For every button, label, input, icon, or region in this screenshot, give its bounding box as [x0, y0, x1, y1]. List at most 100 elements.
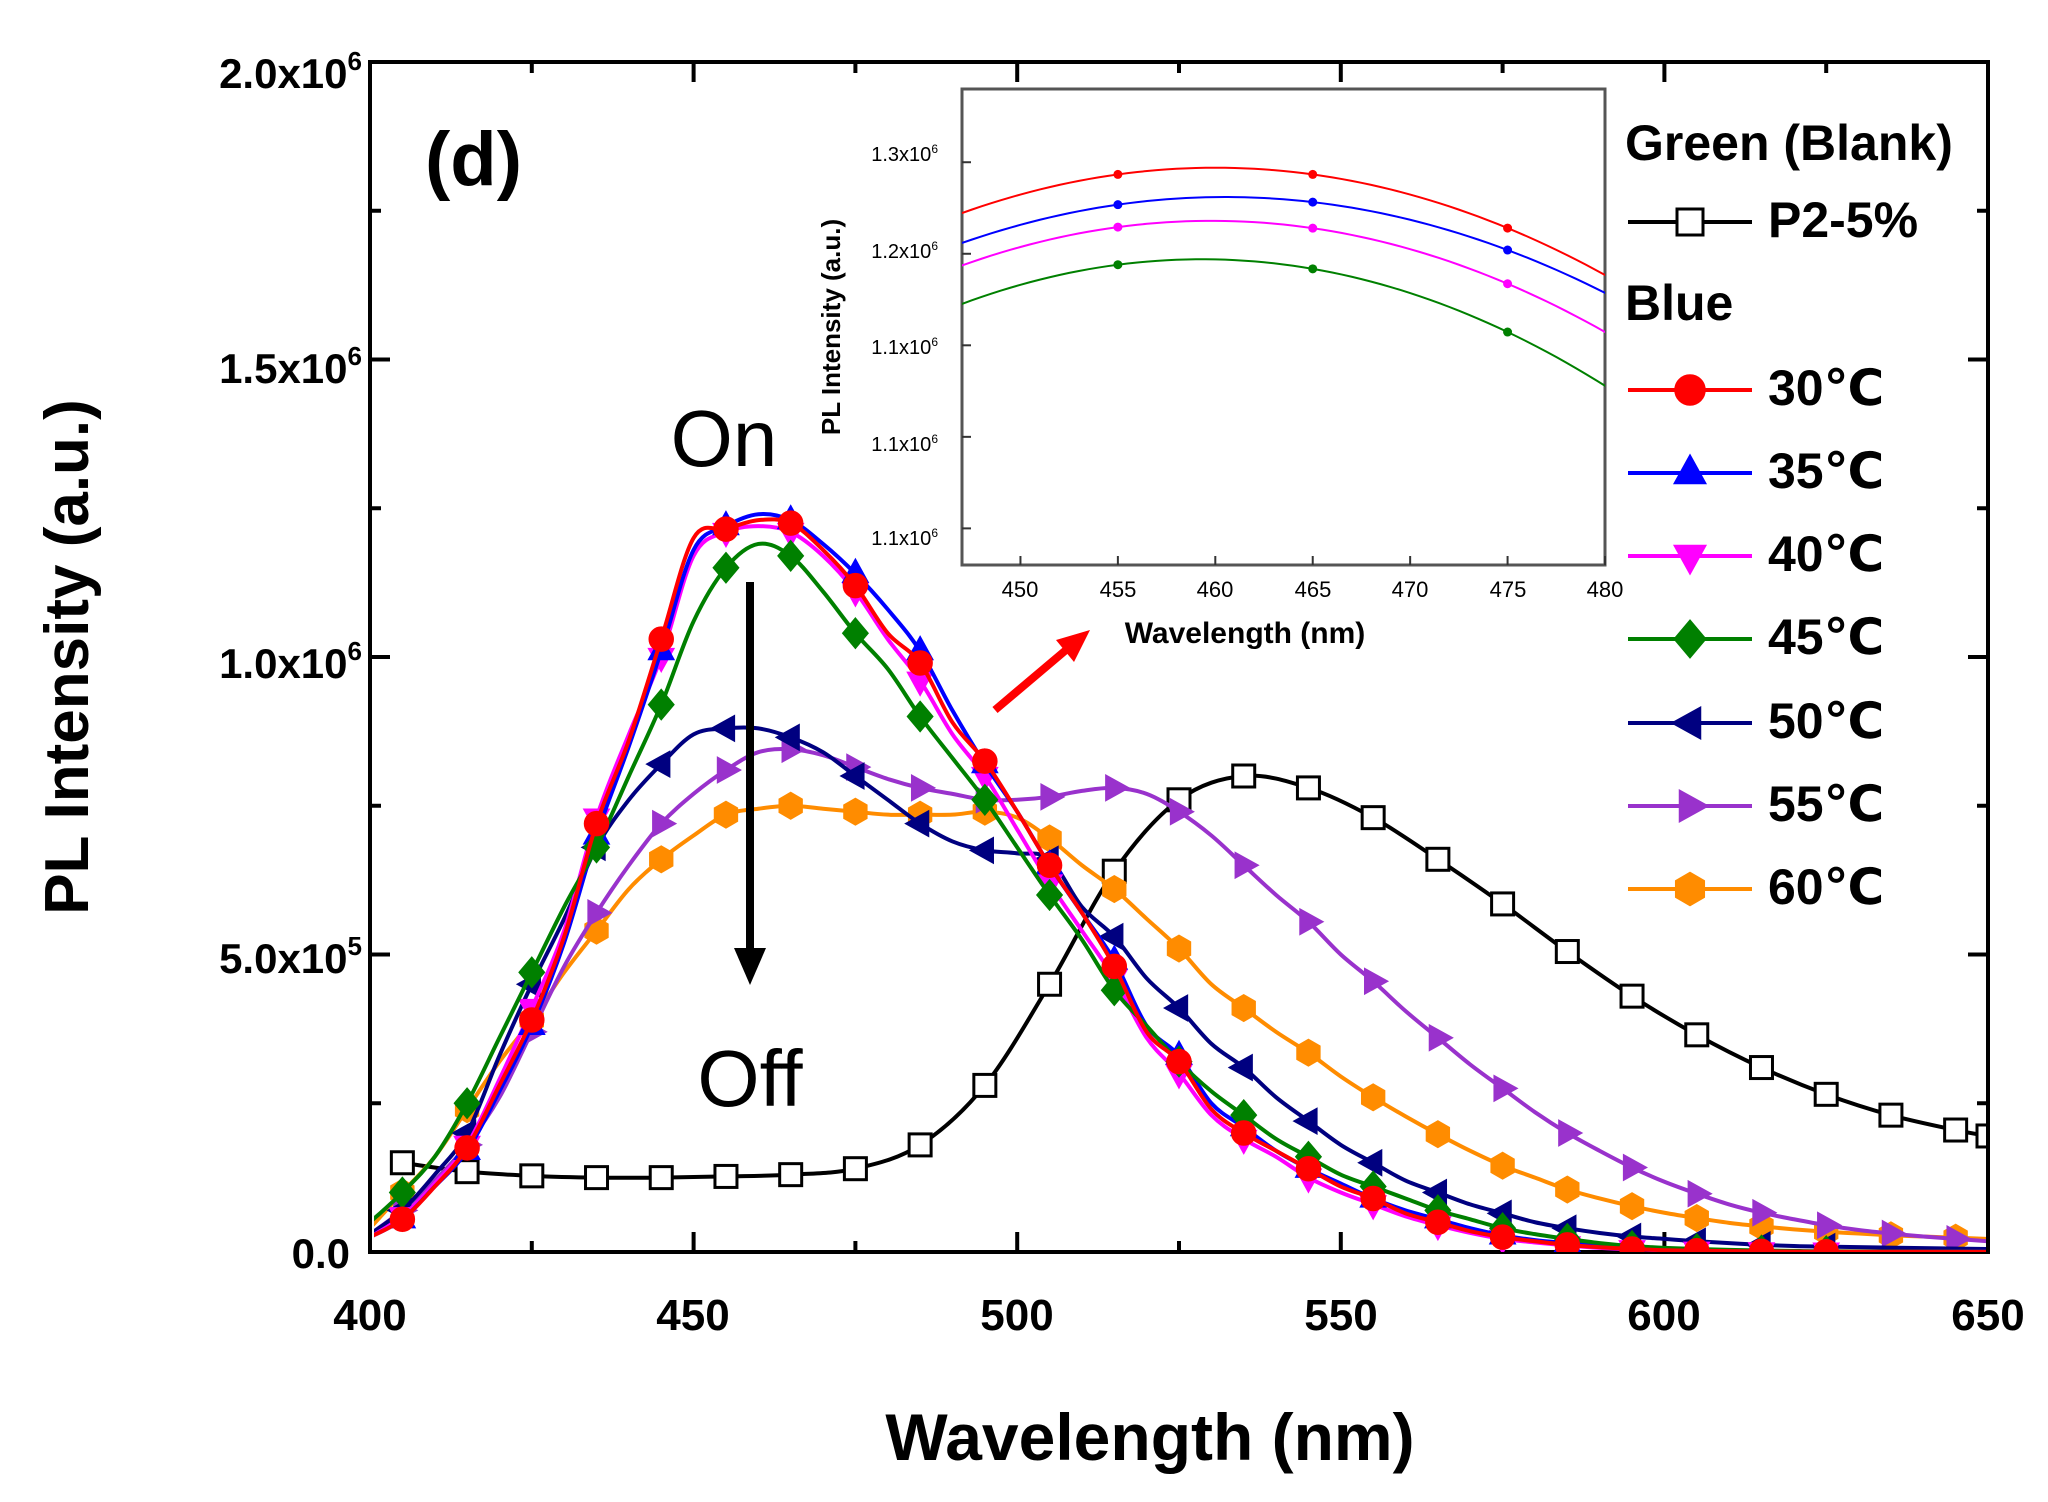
- data-point: [968, 836, 994, 865]
- inset-data-point: [1308, 169, 1318, 179]
- x-tick-label: 500: [980, 1291, 1053, 1340]
- data-point: [648, 626, 674, 652]
- data-point: [1554, 939, 1580, 965]
- data-point: [1231, 993, 1256, 1023]
- data-point: [1622, 1153, 1648, 1182]
- x-tick-label: 550: [1304, 1291, 1377, 1340]
- data-point: [1163, 994, 1189, 1022]
- inset-data-point: [1308, 264, 1318, 274]
- data-point: [842, 1156, 868, 1182]
- inset-x-tick-label: 455: [1100, 577, 1137, 602]
- data-point: [1813, 1238, 1839, 1252]
- series-line: [374, 517, 1986, 1252]
- data-point: [839, 762, 865, 790]
- inset-axis-ticks: [962, 161, 1606, 565]
- legend-label: 50℃: [1768, 693, 1884, 749]
- data-point: [1817, 1211, 1843, 1240]
- data-point: [652, 809, 678, 838]
- data-point: [1684, 1022, 1710, 1048]
- x-tick-label: 400: [333, 1291, 406, 1340]
- inset-data-point: [1113, 260, 1123, 270]
- legend-group-header: Blue: [1625, 275, 1733, 331]
- data-point: [1490, 891, 1516, 917]
- x-tick-label: 450: [656, 1291, 729, 1340]
- data-point: [1619, 1192, 1645, 1221]
- data-point: [910, 774, 937, 802]
- data-point: [972, 1072, 998, 1098]
- data-point: [1554, 1232, 1581, 1252]
- data-point: [774, 723, 800, 752]
- data-point: [1101, 953, 1128, 980]
- inset-data-point: [1113, 169, 1123, 179]
- data-point: [1035, 878, 1064, 912]
- inset-data-point: [1308, 223, 1318, 233]
- data-point: [648, 1165, 674, 1191]
- data-point: [1231, 763, 1257, 789]
- data-point: [712, 551, 740, 584]
- legend-marker: [1672, 453, 1708, 485]
- data-point: [716, 756, 742, 784]
- data-point: [842, 572, 869, 599]
- inset-x-tick-label: 470: [1392, 577, 1429, 602]
- data-point: [1102, 874, 1127, 904]
- data-point: [907, 1132, 933, 1158]
- data-point: [1296, 1038, 1321, 1067]
- data-point: [1489, 1224, 1516, 1250]
- data-point: [1428, 1023, 1454, 1052]
- y-tick-label: 5.0x105: [219, 931, 362, 982]
- inset-pointer-arrow: [992, 630, 1090, 714]
- data-point: [1040, 782, 1066, 811]
- x-tick-labels: 400 450 500 550 600 650: [333, 1291, 2024, 1340]
- data-point: [778, 791, 803, 820]
- data-point: [1105, 774, 1131, 802]
- data-point: [1975, 1123, 1986, 1149]
- x-tick-label: 650: [1951, 1291, 2024, 1340]
- data-point: [1364, 967, 1390, 996]
- inset-data-point: [1503, 327, 1513, 337]
- data-point: [1684, 1238, 1710, 1252]
- data-point: [587, 898, 613, 927]
- inset-series-40℃: [962, 219, 1605, 334]
- legend-label: P2-5%: [1768, 192, 1918, 248]
- data-point: [1036, 852, 1063, 878]
- legend-label: 45℃: [1768, 609, 1884, 665]
- data-point: [1943, 1117, 1969, 1143]
- data-point: [519, 1007, 545, 1033]
- data-point: [1227, 1053, 1253, 1082]
- legend-label: 55℃: [1768, 776, 1884, 832]
- data-point: [843, 797, 868, 826]
- data-point: [1619, 1236, 1645, 1252]
- data-point: [1295, 775, 1321, 801]
- data-point: [1881, 1219, 1907, 1248]
- on-off-arrow: [734, 582, 766, 985]
- data-point: [1037, 971, 1063, 997]
- data-point: [1299, 907, 1325, 936]
- series-group: [374, 504, 1986, 1252]
- x-tick-label: 600: [1627, 1291, 1700, 1340]
- series-30℃: [374, 510, 1986, 1252]
- data-point: [1295, 1155, 1322, 1182]
- data-point: [841, 617, 869, 650]
- data-point: [1946, 1225, 1972, 1252]
- data-point: [1292, 1107, 1318, 1135]
- data-point: [906, 700, 934, 733]
- x-axis-label: Wavelength (nm): [885, 1400, 1414, 1474]
- legend-marker: [1675, 207, 1705, 237]
- inset-y-tick-label: 1.3x106: [871, 142, 938, 166]
- legend-marker: [1678, 788, 1710, 824]
- data-point: [1490, 1151, 1515, 1180]
- inset-data-point: [1503, 279, 1513, 289]
- inset-x-tick-label: 475: [1490, 577, 1527, 602]
- data-point: [972, 748, 998, 774]
- data-point: [518, 956, 546, 989]
- inset-x-tick-labels: 450 455 460 465 470 475 480: [1002, 577, 1624, 602]
- legend-samples: [1628, 207, 1752, 907]
- data-point: [1230, 1120, 1257, 1146]
- data-point: [710, 714, 736, 743]
- data-point: [1425, 846, 1451, 872]
- data-point: [1357, 1148, 1383, 1177]
- data-point: [453, 1087, 481, 1120]
- data-point: [1684, 1204, 1709, 1233]
- series-60℃: [374, 791, 1986, 1252]
